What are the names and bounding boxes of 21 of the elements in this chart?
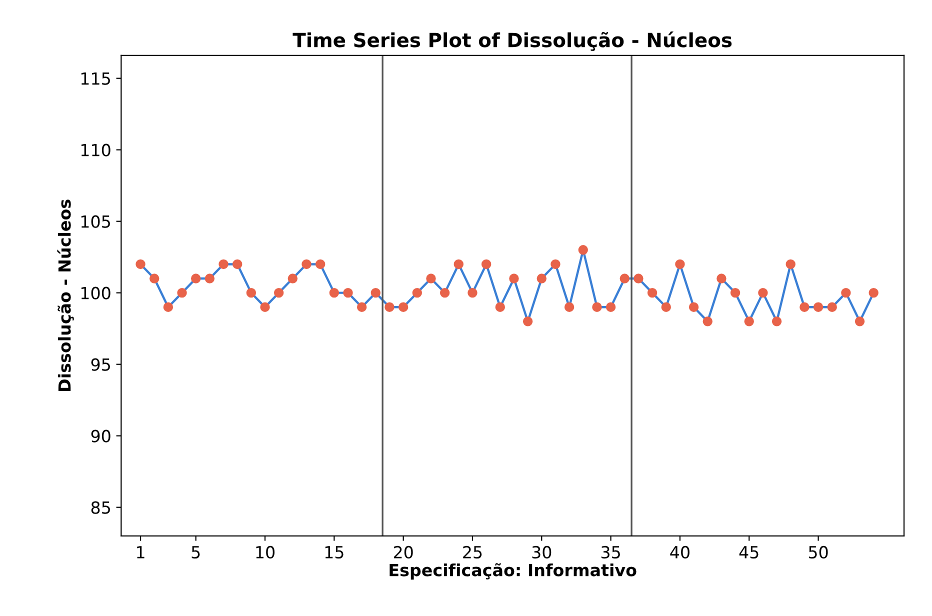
y-axis-title: Dissolução - Núcleos [57,200,74,391]
x-tick-label: 40 [670,546,690,559]
x-tick-label: 1 [137,546,144,558]
x-tick-label: 35 [601,546,620,559]
x-tick-label: 50 [808,546,828,559]
chart-title: Time Series Plot of Dissolução - Núcleos [292,32,732,51]
y-tick-label: 100 [81,286,110,300]
y-tick-label: 85 [91,501,110,514]
x-tick-label: 45 [739,546,758,559]
x-tick-label: 20 [394,546,413,559]
x-tick-label: 25 [463,546,482,559]
x-axis-title: Especificação: Informativo [390,563,636,580]
y-tick-label: 90 [91,430,110,442]
x-tick-label: 30 [532,546,552,559]
x-tick-label: 5 [192,546,200,559]
y-tick-label: 115 [81,72,110,85]
x-tick-label: 15 [325,546,344,559]
y-tick-label: 95 [91,358,110,371]
y-tick-label: 110 [81,144,110,156]
y-tick-label: 105 [81,215,110,228]
x-tick-label: 10 [256,546,275,559]
